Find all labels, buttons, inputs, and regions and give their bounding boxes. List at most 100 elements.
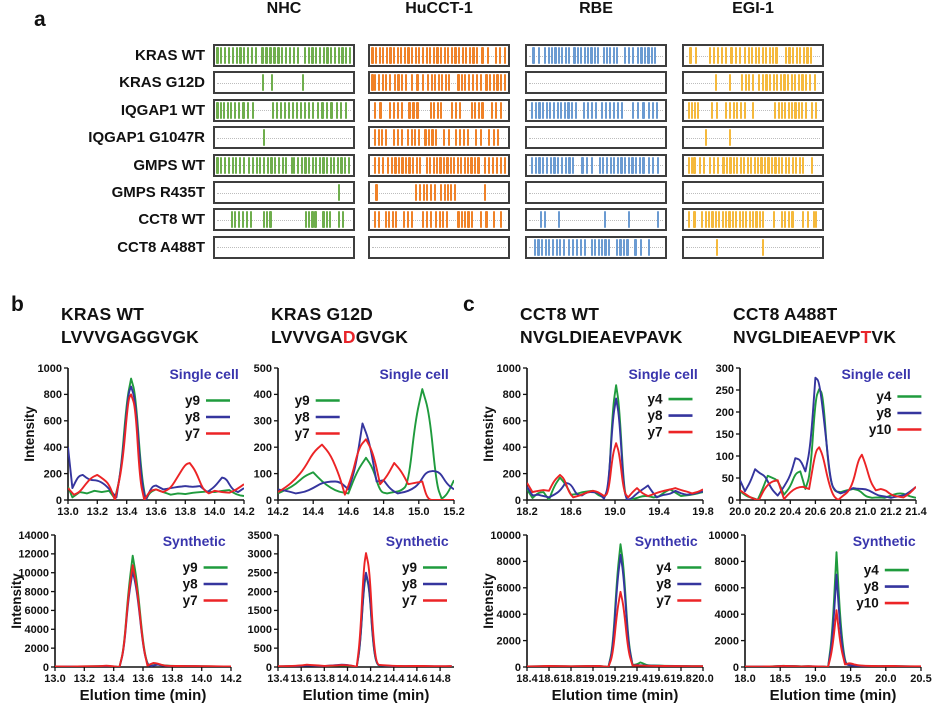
y-tick-label: 500 (254, 643, 272, 655)
variant-tick (441, 74, 444, 92)
variant-tick (330, 101, 333, 119)
variant-tick (784, 47, 787, 64)
variant-tick (411, 74, 414, 92)
variant-tick (416, 101, 419, 119)
variant-tick (701, 211, 704, 229)
variant-tick (436, 101, 439, 119)
variant-tick (343, 156, 347, 174)
variant-tick (338, 184, 341, 201)
x-tick-label: 18.0 (734, 673, 755, 685)
variant-tick (411, 47, 414, 64)
variant-tick (374, 74, 377, 92)
variant-tick (442, 211, 445, 229)
variant-tick (534, 101, 537, 119)
variant-tick (325, 101, 329, 119)
variant-tick (602, 156, 605, 174)
series-y8 (68, 385, 244, 500)
variant-tick (503, 74, 507, 92)
variant-tick (656, 211, 660, 229)
x-tick-label: 18.6 (538, 673, 559, 685)
variant-tick (417, 129, 420, 147)
variant-tick (384, 129, 387, 147)
x-tick-label: 14.8 (429, 673, 450, 685)
variant-tick (549, 101, 552, 119)
variant-tick (586, 156, 589, 174)
variant-tick (647, 156, 650, 174)
variant-tick (768, 47, 771, 64)
variant-tick (729, 129, 732, 147)
variant-tick (326, 47, 329, 64)
variant-tick (300, 156, 303, 174)
variant-tick (747, 47, 750, 64)
sample-type-annotation: Single cell (379, 366, 448, 382)
x-tick-label: 21.0 (855, 506, 876, 518)
variant-tick (456, 156, 459, 174)
column-header-egi-1: EGI-1 (732, 0, 774, 17)
variant-tick (791, 101, 794, 119)
panel-b-letter: b (11, 293, 24, 316)
variant-tick (425, 211, 428, 229)
variant-tick (627, 156, 630, 174)
chart-c1: 0 200 400 600 800 1000 18.2 18.6 19.0 19.4 19.8 Sin… (481, 356, 717, 561)
variant-tick (568, 238, 571, 256)
variant-tick (534, 156, 537, 174)
variant-tick (564, 156, 567, 174)
variant-tick (388, 101, 391, 119)
variant-tick (388, 211, 391, 229)
variant-tick (415, 156, 418, 174)
variant-tick (481, 47, 484, 64)
barcode-cell (368, 208, 510, 232)
barcode-cell (525, 153, 667, 177)
variant-tick (485, 74, 488, 92)
variant-tick (590, 101, 593, 119)
dotted-midline (372, 247, 506, 249)
variant-tick (318, 47, 322, 64)
variant-tick (427, 129, 431, 147)
variant-tick (809, 47, 813, 64)
panel-a-letter: a (34, 8, 46, 31)
x-tick-label: 19.4 (648, 506, 670, 518)
column-header-nhc: NHC (266, 0, 302, 17)
dotted-midline (372, 110, 506, 112)
variant-tick (285, 156, 288, 174)
x-tick-label: 20.0 (692, 673, 713, 685)
variant-tick (538, 156, 541, 174)
variant-tick (448, 74, 451, 92)
x-tick-label: 19.0 (604, 506, 625, 518)
variant-tick (573, 47, 576, 64)
variant-tick (777, 101, 780, 119)
y-tick-label: 0 (266, 662, 272, 674)
variant-tick (315, 156, 318, 174)
variant-tick (584, 238, 587, 256)
x-tick-label: 13.2 (74, 673, 95, 685)
variant-tick (612, 47, 615, 64)
y-tick-label: 150 (716, 429, 734, 441)
variant-tick (576, 47, 580, 64)
chart-c2s: 0 2000 4000 6000 8000 10000 18.0 18.5 19.0 19.5 20… (700, 523, 935, 706)
variant-tick (586, 101, 589, 119)
variant-tick (492, 74, 495, 92)
variant-tick (445, 211, 448, 229)
chart-title-c1: CCT8 WT NVGLDIEAEVPAVK (520, 303, 683, 349)
y-tick-label: 200 (716, 407, 734, 419)
x-tick-label: 14.2 (233, 506, 254, 518)
variant-tick (333, 47, 337, 64)
variant-tick (476, 47, 479, 64)
variant-tick (453, 184, 456, 201)
variant-tick (791, 211, 794, 229)
variant-tick (541, 101, 545, 119)
variant-tick (390, 156, 393, 174)
y-tick-label: 200 (503, 468, 521, 480)
variant-tick (613, 101, 616, 119)
variant-tick (275, 101, 279, 119)
x-tick-label: 13.8 (175, 506, 196, 518)
variant-tick (407, 47, 410, 64)
barcode-cell (213, 181, 355, 204)
variant-tick (289, 47, 292, 64)
variant-tick (811, 101, 814, 119)
variant-tick (815, 211, 818, 229)
x-tick-label: 13.8 (162, 673, 183, 685)
variant-tick (377, 129, 380, 147)
variant-tick (745, 211, 748, 229)
y-axis-label: Intensity (482, 573, 496, 629)
